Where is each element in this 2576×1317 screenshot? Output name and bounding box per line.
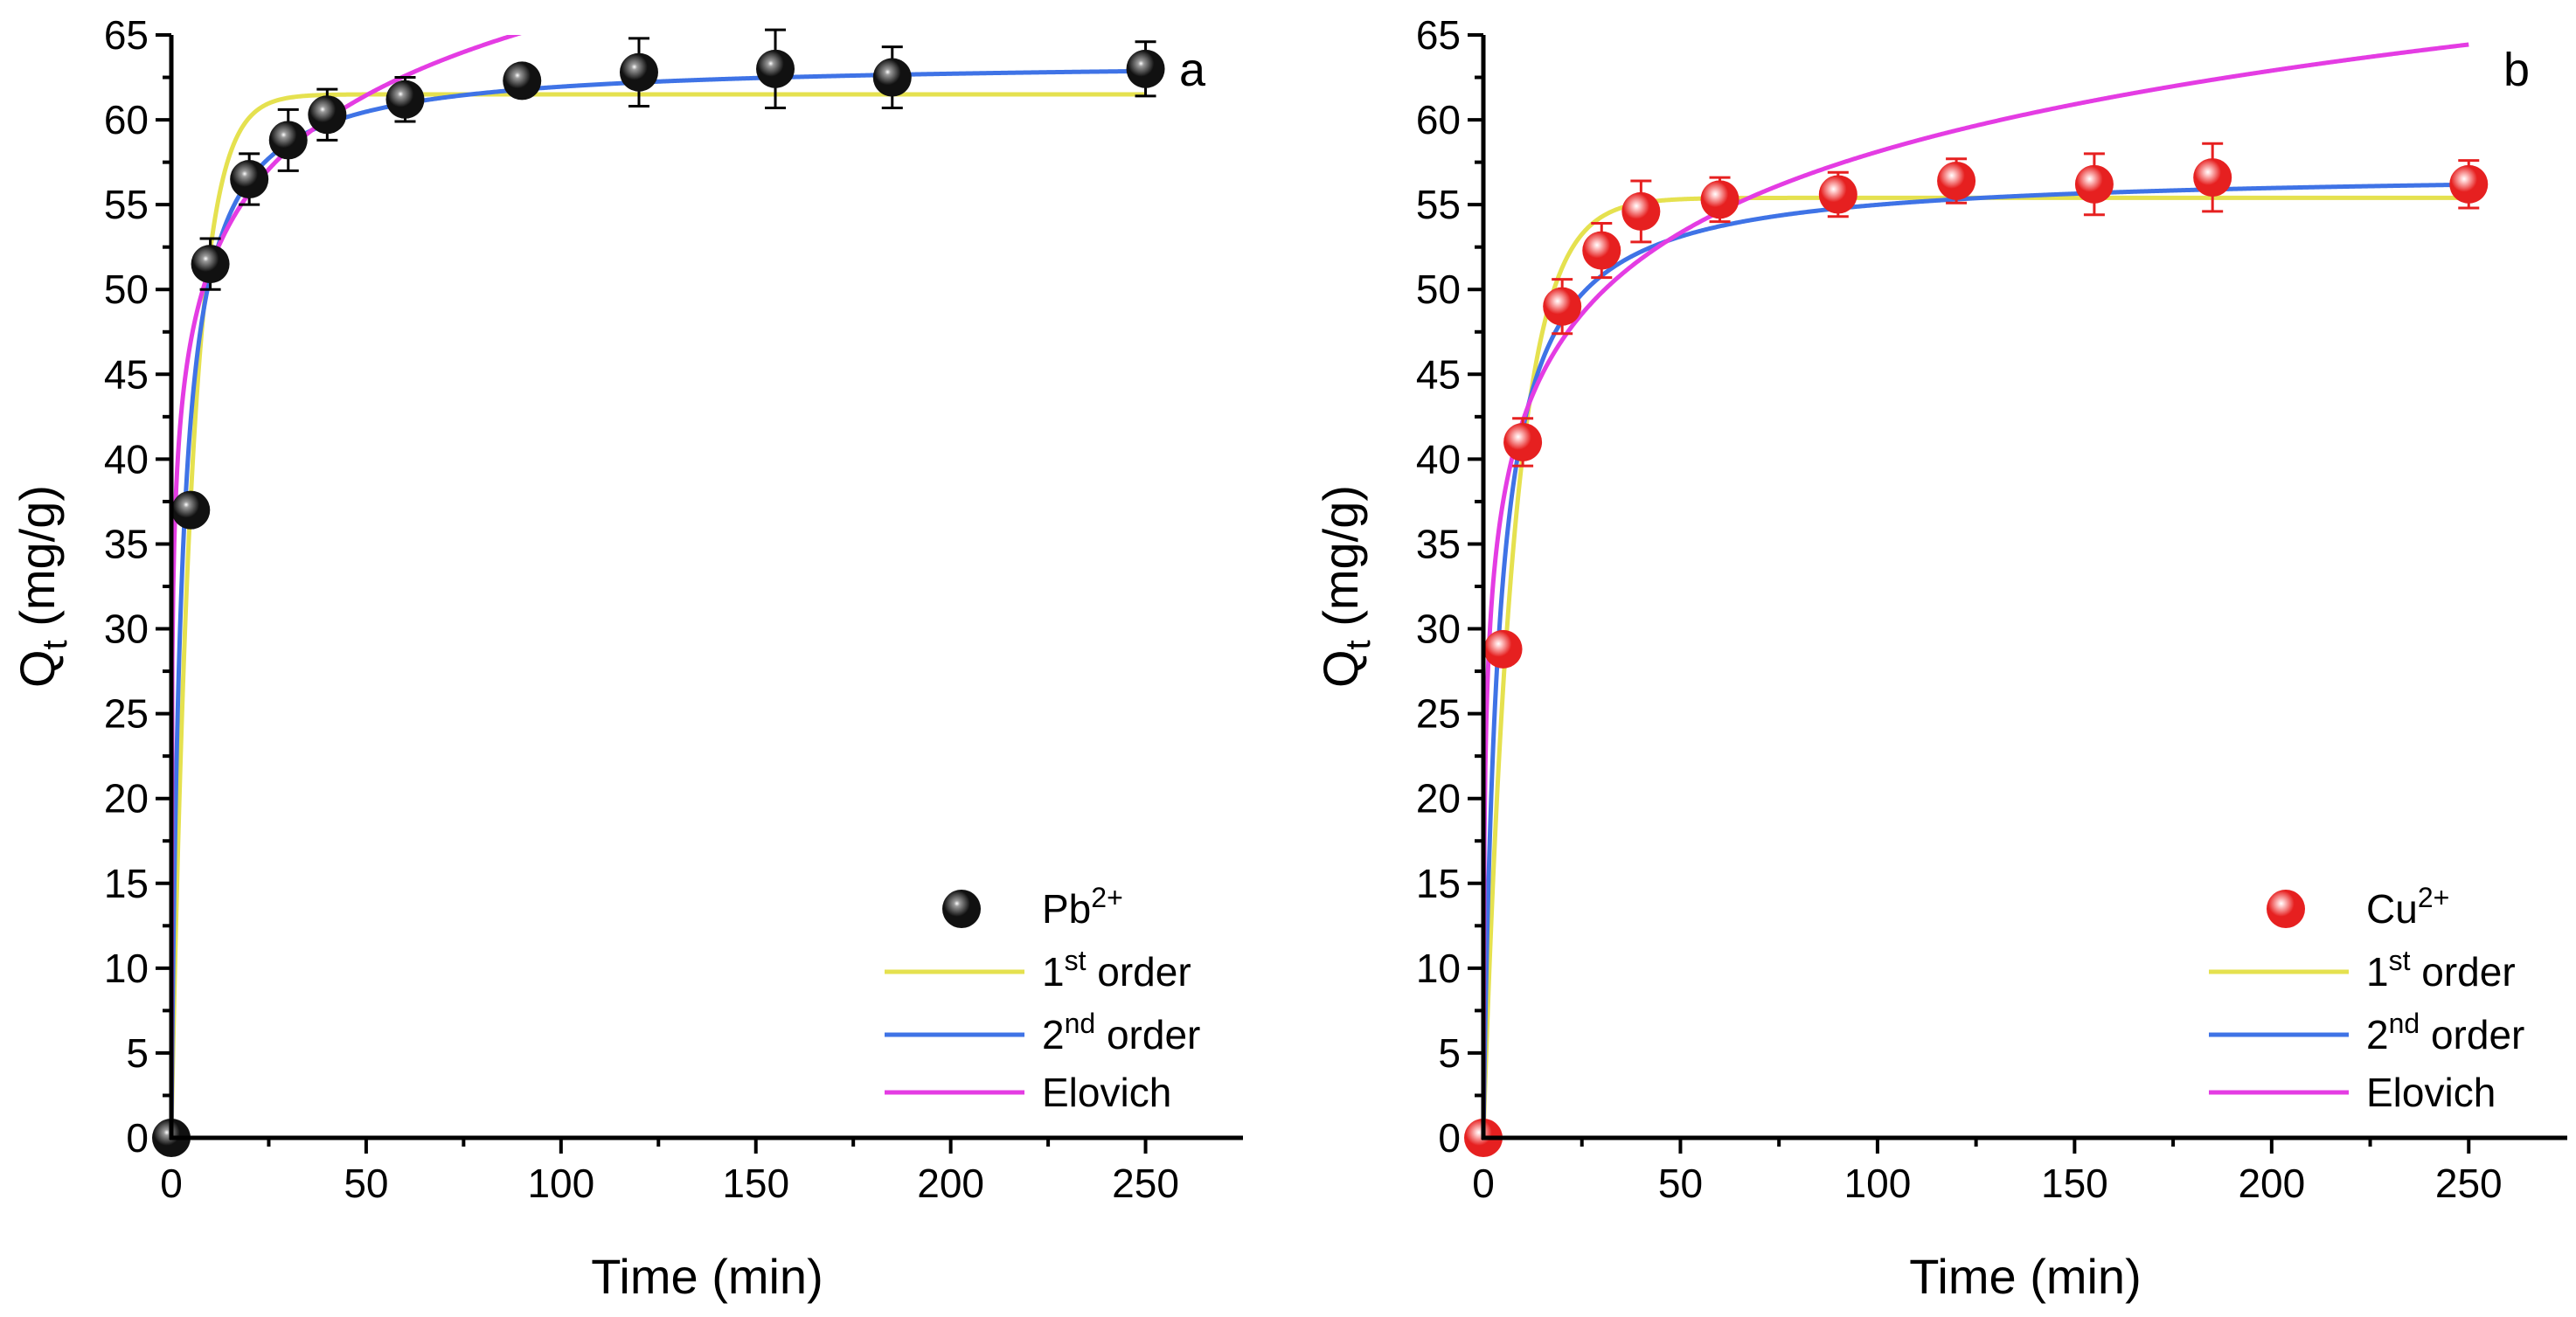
y-tick-label: 0 <box>126 1115 149 1161</box>
y-tick-label: 15 <box>1416 861 1461 906</box>
series-line-pfo <box>171 92 1146 1138</box>
y-tick-label: 65 <box>1416 12 1461 58</box>
panel-letter: b <box>2503 44 2530 96</box>
y-tick-label: 30 <box>1416 607 1461 652</box>
data-point <box>2449 164 2489 204</box>
data-point <box>503 61 542 101</box>
y-tick-label: 30 <box>104 607 149 652</box>
data-points <box>152 28 1165 1157</box>
series-line-pfo <box>1483 195 2469 1138</box>
legend-marker <box>2267 890 2305 928</box>
series-line-elovich <box>1483 42 2469 1138</box>
y-tick-label: 50 <box>104 267 149 312</box>
x-tick-label: 250 <box>1112 1161 1179 1206</box>
x-tick-label: 50 <box>1658 1161 1703 1206</box>
data-point <box>230 160 269 199</box>
panel-letter: a <box>1179 44 1206 96</box>
y-tick-label: 0 <box>1438 1115 1461 1161</box>
x-tick-label: 0 <box>1472 1161 1495 1206</box>
x-ticks: 0 50 100 150 200 250 <box>1472 1138 2503 1206</box>
x-tick-label: 200 <box>917 1161 984 1206</box>
y-tick-label: 40 <box>104 436 149 482</box>
y-tick-label: 60 <box>104 97 149 142</box>
data-point <box>1503 422 1543 461</box>
y-tick-label: 60 <box>1416 97 1461 142</box>
data-point <box>1126 49 1165 88</box>
data-points <box>1464 142 2489 1157</box>
y-ticks: 0 5 10 15 20 25 30 35 40 45 50 55 60 65 <box>104 12 171 1161</box>
legend-label: Elovich <box>1042 1070 1171 1115</box>
data-point <box>1543 287 1582 326</box>
x-axis-title: Time (min) <box>1909 1249 2141 1304</box>
y-tick-label: 50 <box>1416 267 1461 312</box>
y-axis-title: Qt (mg/g) <box>1313 485 1378 688</box>
x-tick-label: 150 <box>2041 1161 2108 1206</box>
y-tick-label: 5 <box>126 1030 149 1076</box>
model-curves <box>171 35 1146 1138</box>
data-point <box>2074 164 2114 204</box>
y-tick-label: 25 <box>104 691 149 737</box>
series-line-pso <box>1483 182 2469 1138</box>
x-tick-label: 50 <box>344 1161 388 1206</box>
y-tick-label: 20 <box>1416 776 1461 821</box>
y-tick-label: 55 <box>1416 182 1461 227</box>
legend-label: 1st order <box>1042 945 1191 995</box>
y-tick-label: 20 <box>104 776 149 821</box>
x-ticks: 0 50 100 150 200 250 <box>160 1138 1179 1206</box>
data-point <box>171 490 211 530</box>
y-axis-title: Qt (mg/g) <box>10 485 74 688</box>
series-line-pso <box>171 68 1146 1138</box>
data-point <box>1621 191 1661 231</box>
x-tick-label: 100 <box>1844 1161 1912 1206</box>
x-tick-label: 0 <box>160 1161 183 1206</box>
data-point <box>619 52 658 92</box>
x-tick-label: 150 <box>722 1161 789 1206</box>
legend-label: Pb2+ <box>1042 882 1123 932</box>
y-ticks: 0 5 10 15 20 25 30 35 40 45 50 55 60 65 <box>1416 12 1483 1161</box>
data-point <box>2193 158 2232 198</box>
data-point <box>308 95 347 135</box>
legend-label: 1st order <box>2366 945 2516 995</box>
y-tick-label: 10 <box>104 946 149 991</box>
data-point <box>756 49 795 88</box>
legend-label: 2nd order <box>2366 1008 2524 1057</box>
x-axis-title: Time (min) <box>591 1249 823 1304</box>
y-tick-label: 35 <box>1416 521 1461 566</box>
data-point <box>1700 180 1739 219</box>
data-point <box>385 80 425 119</box>
data-point <box>1937 161 1976 200</box>
y-tick-label: 10 <box>1416 946 1461 991</box>
y-tick-label: 55 <box>104 182 149 227</box>
y-tick-label: 45 <box>1416 351 1461 397</box>
data-point <box>1582 231 1621 270</box>
legend-marker <box>942 890 981 928</box>
series-line-elovich <box>171 35 522 1138</box>
legend: Pb2+ 1st order 2nd order Elovich <box>885 882 1200 1115</box>
data-point <box>268 121 308 160</box>
data-point <box>1483 629 1523 669</box>
legend-label: Elovich <box>2366 1070 2496 1115</box>
x-tick-label: 200 <box>2238 1161 2305 1206</box>
data-point <box>191 245 230 284</box>
legend-label: Cu2+ <box>2366 882 2449 932</box>
legend: Cu2+ 1st order 2nd order Elovich <box>2209 882 2524 1115</box>
legend-label: 2nd order <box>1042 1008 1200 1057</box>
y-tick-label: 5 <box>1438 1030 1461 1076</box>
y-tick-label: 65 <box>104 12 149 58</box>
y-tick-label: 25 <box>1416 691 1461 737</box>
data-point <box>872 58 912 97</box>
data-point <box>1818 175 1857 214</box>
y-tick-label: 45 <box>104 351 149 397</box>
panel-b: 0 50 100 150 200 250 0 5 10 15 20 25 30 35 40 45 50 55 60 6… <box>1313 12 2567 1304</box>
y-tick-label: 40 <box>1416 436 1461 482</box>
panel-a: 0 50 100 150 200 250 0 5 10 15 20 25 30 35 40 45 50 55 60 6… <box>10 12 1243 1304</box>
x-tick-label: 100 <box>527 1161 594 1206</box>
y-tick-label: 15 <box>104 861 149 906</box>
x-tick-label: 250 <box>2435 1161 2503 1206</box>
y-tick-label: 35 <box>104 521 149 566</box>
